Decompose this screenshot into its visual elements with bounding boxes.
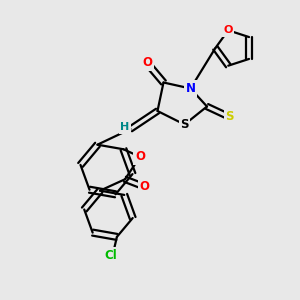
- Text: S: S: [225, 110, 234, 124]
- Text: Cl: Cl: [104, 249, 117, 262]
- Text: O: O: [142, 56, 152, 70]
- Text: O: O: [135, 150, 145, 163]
- Text: S: S: [180, 118, 189, 131]
- Text: N: N: [185, 82, 196, 95]
- Text: H: H: [121, 122, 130, 133]
- Text: O: O: [140, 180, 149, 193]
- Text: O: O: [224, 25, 233, 35]
